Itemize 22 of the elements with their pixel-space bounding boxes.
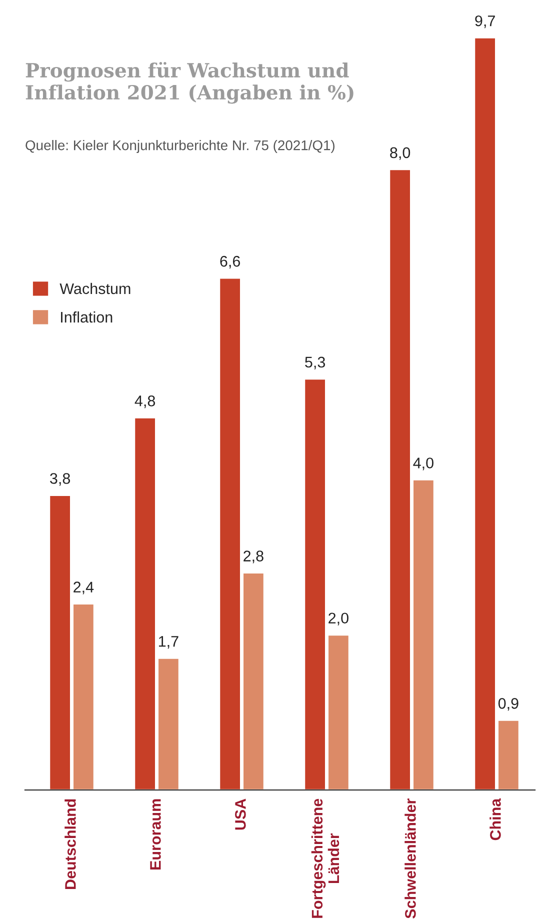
- data-label: 4,0: [413, 458, 434, 470]
- data-label: 0,9: [498, 698, 518, 711]
- data-label: 6,6: [220, 256, 240, 269]
- x-tick-label: China: [490, 798, 501, 840]
- data-label: 1,7: [158, 636, 178, 649]
- legend-label: Inflation: [61, 311, 112, 323]
- x-tick-label: USA: [235, 798, 246, 830]
- data-label: 5,3: [305, 356, 326, 370]
- x-tick-label: Fortgeschrittene Länder: [311, 798, 340, 918]
- annotation: Quelle: Kieler Konjunkturberichte Nr. 75 (2021/Q1): [26, 140, 334, 153]
- text: Prognosen für Wachstum und Inflation 2021 (Angaben in %): [26, 62, 354, 104]
- x-tick-label: Deutschland: [64, 799, 76, 889]
- data-label: 2,4: [74, 582, 94, 594]
- x-tick-label: Schwellenländer: [404, 798, 416, 918]
- legend-label: Wachstum: [60, 282, 130, 294]
- data-label: 2,8: [244, 550, 264, 564]
- data-label: 4,8: [134, 396, 156, 408]
- x-tick-label: Euroraum: [150, 799, 161, 870]
- data-label: 2,0: [328, 612, 348, 626]
- data-label: 9,7: [475, 15, 495, 28]
- data-label: 3,8: [50, 473, 70, 486]
- data-label: 8,0: [390, 147, 410, 160]
